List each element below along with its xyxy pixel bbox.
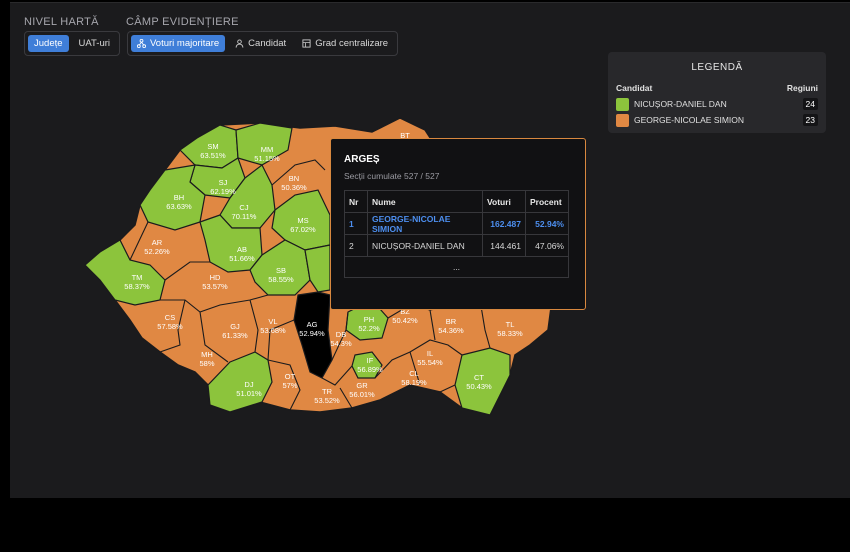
field-option-candidate-label: Candidat <box>248 38 287 49</box>
row-pct: 52.94% <box>525 212 569 235</box>
highlight-field-toggle: Voturi majoritare Candidat Grad centrali… <box>127 31 399 56</box>
legend-col-regions: Regiuni <box>786 83 818 93</box>
field-option-candidate[interactable]: Candidat <box>229 35 292 52</box>
row-votes: 162.487 <box>482 212 526 235</box>
row-nr: 1 <box>344 212 368 235</box>
legend-col-candidate: Candidat <box>616 83 653 93</box>
table-row[interactable]: 2 NICUȘOR-DANIEL DAN 144.461 47.06% <box>344 234 569 257</box>
county-shape[interactable] <box>139 164 206 231</box>
map-level-toggle: Județe UAT-uri <box>24 31 121 56</box>
row-name: GEORGE-NICOLAE SIMION <box>367 212 483 235</box>
field-option-centralization-label: Grad centralizare <box>315 38 389 49</box>
legend-item-name: GEORGE-NICOLAE SIMION <box>634 115 745 125</box>
level-option-judete[interactable]: Județe <box>28 35 69 52</box>
col-votes: Voturi <box>482 190 526 213</box>
more-rows-indicator: ... <box>344 256 569 278</box>
col-pct: Procent <box>525 190 569 213</box>
col-nr: Nr <box>344 190 368 213</box>
field-option-centralization[interactable]: Grad centralizare <box>296 35 394 52</box>
field-option-votes-label: Voturi majoritare <box>150 38 220 49</box>
row-votes: 144.461 <box>482 234 526 257</box>
legend-item-name: NICUȘOR-DANIEL DAN <box>634 99 727 109</box>
tooltip-subtitle: Secții cumulate 527 / 527 <box>344 171 440 181</box>
level-option-uat[interactable]: UAT-uri <box>78 38 111 49</box>
row-nr: 2 <box>344 234 368 257</box>
legend-item[interactable]: GEORGE-NICOLAE SIMION 23 <box>616 113 818 127</box>
grid-icon <box>302 39 311 48</box>
row-pct: 47.06% <box>525 234 569 257</box>
table-more-row[interactable]: ... <box>344 256 569 278</box>
user-icon <box>235 39 244 48</box>
network-icon <box>137 39 146 48</box>
highlight-field-label: CÂMP EVIDENȚIERE <box>126 16 239 28</box>
county-shape[interactable] <box>207 351 273 413</box>
county-tooltip: ARGEȘ Secții cumulate 527 / 527 Nr Nume … <box>330 138 586 310</box>
map-level-label: NIVEL HARTĂ <box>24 16 99 28</box>
legend-title: LEGENDĂ <box>691 62 743 73</box>
row-name: NICUȘOR-DANIEL DAN <box>367 234 483 257</box>
county-shape[interactable] <box>454 347 511 416</box>
tooltip-title: ARGEȘ <box>344 154 380 165</box>
table-row[interactable]: 1 GEORGE-NICOLAE SIMION 162.487 52.94% <box>344 212 569 235</box>
legend-item-count: 24 <box>802 98 818 110</box>
legend-swatch-orange <box>616 113 629 127</box>
county-shape[interactable] <box>249 239 311 296</box>
legend-item-count: 23 <box>802 114 818 126</box>
legend-item[interactable]: NICUȘOR-DANIEL DAN 24 <box>616 97 818 111</box>
col-name: Nume <box>367 190 483 213</box>
field-option-votes[interactable]: Voturi majoritare <box>131 35 226 52</box>
results-table: Nr Nume Voturi Procent 1 GEORGE-NICOLAE … <box>344 190 569 278</box>
county-shape[interactable] <box>304 244 331 293</box>
legend-panel: LEGENDĂ Candidat Regiuni NICUȘOR-DANIEL … <box>608 52 826 133</box>
legend-swatch-green <box>616 97 629 111</box>
county-shape-selected[interactable] <box>293 291 333 379</box>
table-header-row: Nr Nume Voturi Procent <box>344 190 569 213</box>
